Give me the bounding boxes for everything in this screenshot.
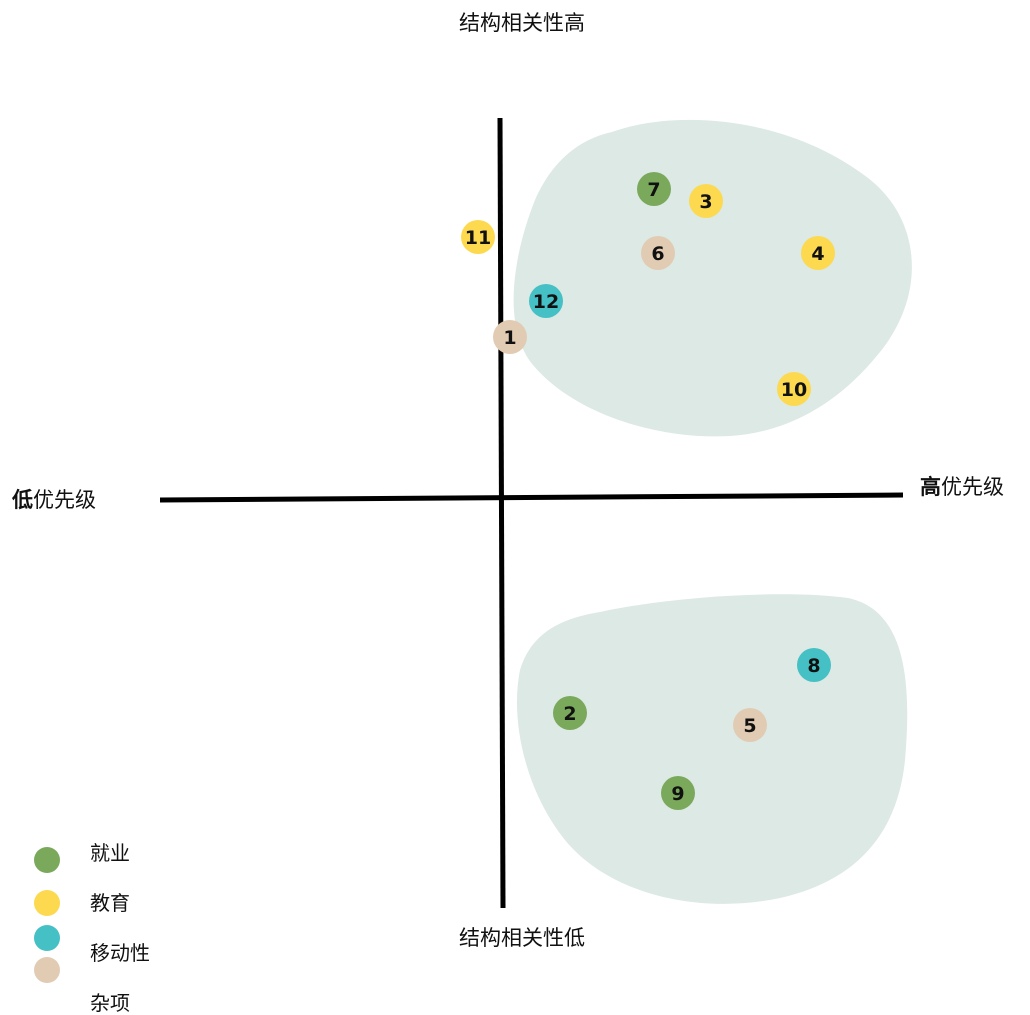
data-point-marker	[553, 696, 587, 730]
axis-label-top: 结构相关性高	[459, 11, 585, 35]
data-point-label: 11	[465, 227, 491, 249]
data-point-11: 11	[461, 220, 495, 254]
cluster-blob-bottom	[517, 594, 908, 904]
data-point-marker	[689, 184, 723, 218]
legend-label: 杂项	[90, 991, 130, 1015]
data-point-5: 5	[733, 708, 767, 742]
axis-label-right-rest: 优先级	[941, 475, 1004, 499]
data-point-label: 3	[699, 191, 712, 213]
data-point-label: 4	[811, 243, 824, 265]
data-point-12: 12	[529, 284, 563, 318]
data-point-marker	[641, 236, 675, 270]
data-point-label: 2	[563, 703, 576, 725]
data-point-label: 1	[503, 327, 516, 349]
data-point-2: 2	[553, 696, 587, 730]
data-point-8: 8	[797, 648, 831, 682]
legend-swatch	[34, 847, 60, 873]
data-point-label: 9	[671, 783, 684, 805]
axis-label-left-bold: 低	[11, 488, 33, 512]
data-point-10: 10	[777, 372, 811, 406]
legend-swatch	[34, 957, 60, 983]
data-point-marker	[661, 776, 695, 810]
data-point-4: 4	[801, 236, 835, 270]
legend-label: 就业	[90, 841, 130, 865]
data-point-7: 7	[637, 172, 671, 206]
data-point-marker	[777, 372, 811, 406]
legend-item: 移动性	[34, 925, 150, 965]
data-point-3: 3	[689, 184, 723, 218]
legend-item: 杂项	[34, 957, 130, 1015]
horizontal-axis	[159, 492, 904, 503]
data-point-marker	[637, 172, 671, 206]
data-point-marker	[493, 320, 527, 354]
legend-swatch	[34, 890, 60, 916]
data-point-label: 5	[743, 715, 756, 737]
data-point-marker	[733, 708, 767, 742]
data-point-marker	[529, 284, 563, 318]
vertical-axis	[497, 117, 506, 909]
data-point-label: 7	[647, 179, 660, 201]
data-point-marker	[461, 220, 495, 254]
data-point-1: 1	[493, 320, 527, 354]
data-point-label: 6	[651, 243, 664, 265]
data-point-label: 8	[807, 655, 820, 677]
data-point-marker	[801, 236, 835, 270]
axis-label-bottom: 结构相关性低	[459, 926, 585, 950]
data-point-6: 6	[641, 236, 675, 270]
data-point-marker	[797, 648, 831, 682]
data-point-label: 10	[781, 379, 807, 401]
cluster-blob-top	[513, 119, 912, 437]
axis-label-right-bold: 高	[920, 475, 941, 499]
axis-label-left: 低优先级	[11, 488, 96, 512]
legend-label: 教育	[90, 891, 130, 915]
legend-label: 移动性	[90, 941, 150, 965]
legend-item: 就业	[34, 841, 130, 873]
legend-swatch	[34, 925, 60, 951]
axis-label-right: 高优先级	[920, 475, 1004, 499]
data-point-label: 12	[533, 291, 559, 313]
axis-label-left-rest: 优先级	[33, 488, 96, 512]
data-point-9: 9	[661, 776, 695, 810]
legend-item: 教育	[34, 890, 130, 916]
